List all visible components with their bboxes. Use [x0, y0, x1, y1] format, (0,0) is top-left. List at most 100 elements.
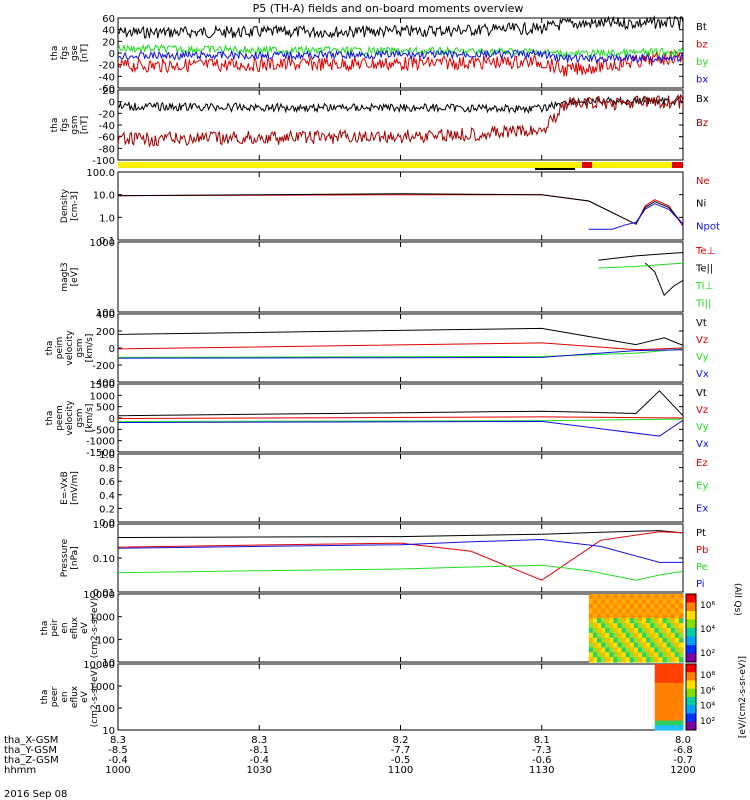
legend-entry: Vx	[696, 369, 709, 380]
y-axis-label: Pressure	[60, 538, 70, 577]
heatmap-cell	[658, 725, 664, 731]
legend-entry: Vt	[696, 318, 707, 329]
legend-entry: Ti⊥	[695, 281, 713, 292]
heatmap-cell	[625, 647, 631, 653]
heatmap-cell	[601, 628, 606, 634]
y-tick-label: -80	[99, 144, 115, 155]
heatmap-cell	[666, 701, 672, 708]
heatmap-cell	[678, 678, 684, 684]
heatmap-cell	[588, 657, 594, 663]
heatmap-cell	[617, 642, 623, 649]
heatmap-cell	[637, 608, 643, 615]
ephemeris-value: -7.7	[391, 745, 411, 756]
y-tick-label: -40	[99, 121, 115, 132]
y-tick-label: -20	[99, 109, 115, 120]
heatmap-cell	[592, 623, 598, 629]
y-tick-label: 20	[102, 37, 115, 48]
y-tick-label: 0	[109, 344, 115, 355]
heatmap-cells	[588, 594, 684, 663]
heatmap-cell	[654, 701, 660, 708]
heatmap-cell	[605, 623, 610, 629]
heatmap-cell	[678, 628, 684, 634]
heatmap-cell	[633, 637, 639, 644]
colorbar-segment	[686, 619, 696, 629]
heatmap-cell	[592, 628, 598, 634]
heatmap-cell	[601, 652, 606, 658]
heatmap-cell	[642, 618, 647, 624]
heatmap-cell	[629, 608, 635, 615]
heatmap-cell	[629, 652, 635, 658]
heatmap-cell	[609, 594, 614, 600]
heatmap-cell	[678, 711, 684, 717]
y-tick-label: 500	[96, 403, 115, 414]
heatmap-cell	[609, 637, 614, 644]
y-tick-label: -1000	[86, 437, 115, 448]
heatmap-cell	[654, 594, 660, 600]
heatmap-cell	[621, 632, 627, 639]
all-qs-label: (All Qs)	[732, 583, 742, 616]
heatmap-cell	[646, 632, 651, 639]
heatmap-cell	[588, 628, 594, 634]
heatmap-cell	[654, 657, 660, 663]
legend-entry: Ni	[696, 199, 706, 210]
heatmap-cell	[658, 687, 664, 693]
heatmap-cell	[654, 725, 660, 731]
y-tick-label: 1000	[90, 682, 115, 693]
heatmap-cell	[662, 697, 668, 703]
legend-entry: by	[696, 57, 708, 68]
heatmap-cell	[633, 623, 639, 629]
series-line-Bt	[117, 15, 684, 39]
y-tick-label: 0.0	[99, 518, 115, 529]
heatmap-cell	[642, 642, 647, 649]
heatmap-cell	[605, 637, 610, 644]
heatmap-cell	[646, 637, 651, 644]
heatmap-cell	[662, 720, 668, 726]
heatmap-cell	[662, 603, 668, 610]
heatmap-cell	[670, 623, 676, 629]
heatmap-cell	[654, 673, 660, 679]
heatmap-cell	[637, 594, 643, 600]
heatmap-cell	[654, 628, 660, 634]
heatmap-cell	[625, 642, 631, 649]
heatmap-cell	[666, 687, 672, 693]
y-tick-label: -200	[92, 361, 115, 372]
heatmap-cells	[654, 664, 684, 731]
heatmap-cell	[674, 706, 680, 712]
legend-entry: Pe	[696, 562, 708, 573]
y-axis-label: peem	[55, 405, 65, 431]
heatmap-cell	[674, 715, 680, 722]
heatmap-cell	[592, 657, 598, 663]
heatmap-cell	[658, 668, 664, 675]
heatmap-cell	[642, 623, 647, 629]
panel-frame	[117, 241, 684, 313]
heatmap-cell	[601, 608, 606, 615]
heatmap-cell	[658, 623, 664, 629]
heatmap-cell	[592, 618, 598, 624]
heatmap-cell	[674, 603, 680, 610]
heatmap-cell	[588, 637, 594, 644]
heatmap-cell	[678, 637, 684, 644]
legend-entry: Te||	[695, 264, 713, 275]
y-axis-label: E=-VxB	[60, 471, 70, 505]
heatmap-cell	[670, 632, 676, 639]
y-tick-label: 0.4	[99, 491, 115, 502]
heatmap-cell	[674, 628, 680, 634]
heatmap-cell	[674, 613, 680, 619]
heatmap-cell	[613, 642, 619, 649]
heatmap-cell	[637, 632, 643, 639]
heatmap-cell	[650, 657, 655, 663]
heatmap-cell	[674, 687, 680, 693]
heatmap-cell	[625, 613, 631, 619]
y-axis-label: [eV]	[70, 268, 80, 287]
y-axis-label: peir	[50, 619, 60, 637]
y-axis-label: tha	[45, 341, 55, 356]
y-axis-label: tha	[40, 621, 50, 636]
heatmap-cell	[601, 594, 606, 600]
heatmap-cell	[633, 603, 639, 610]
series-line-Ni	[117, 193, 684, 225]
heatmap-cell	[617, 613, 623, 619]
heatmap-cell	[678, 715, 684, 722]
series-line-bz	[117, 50, 684, 77]
y-tick-label: 100	[96, 308, 115, 319]
